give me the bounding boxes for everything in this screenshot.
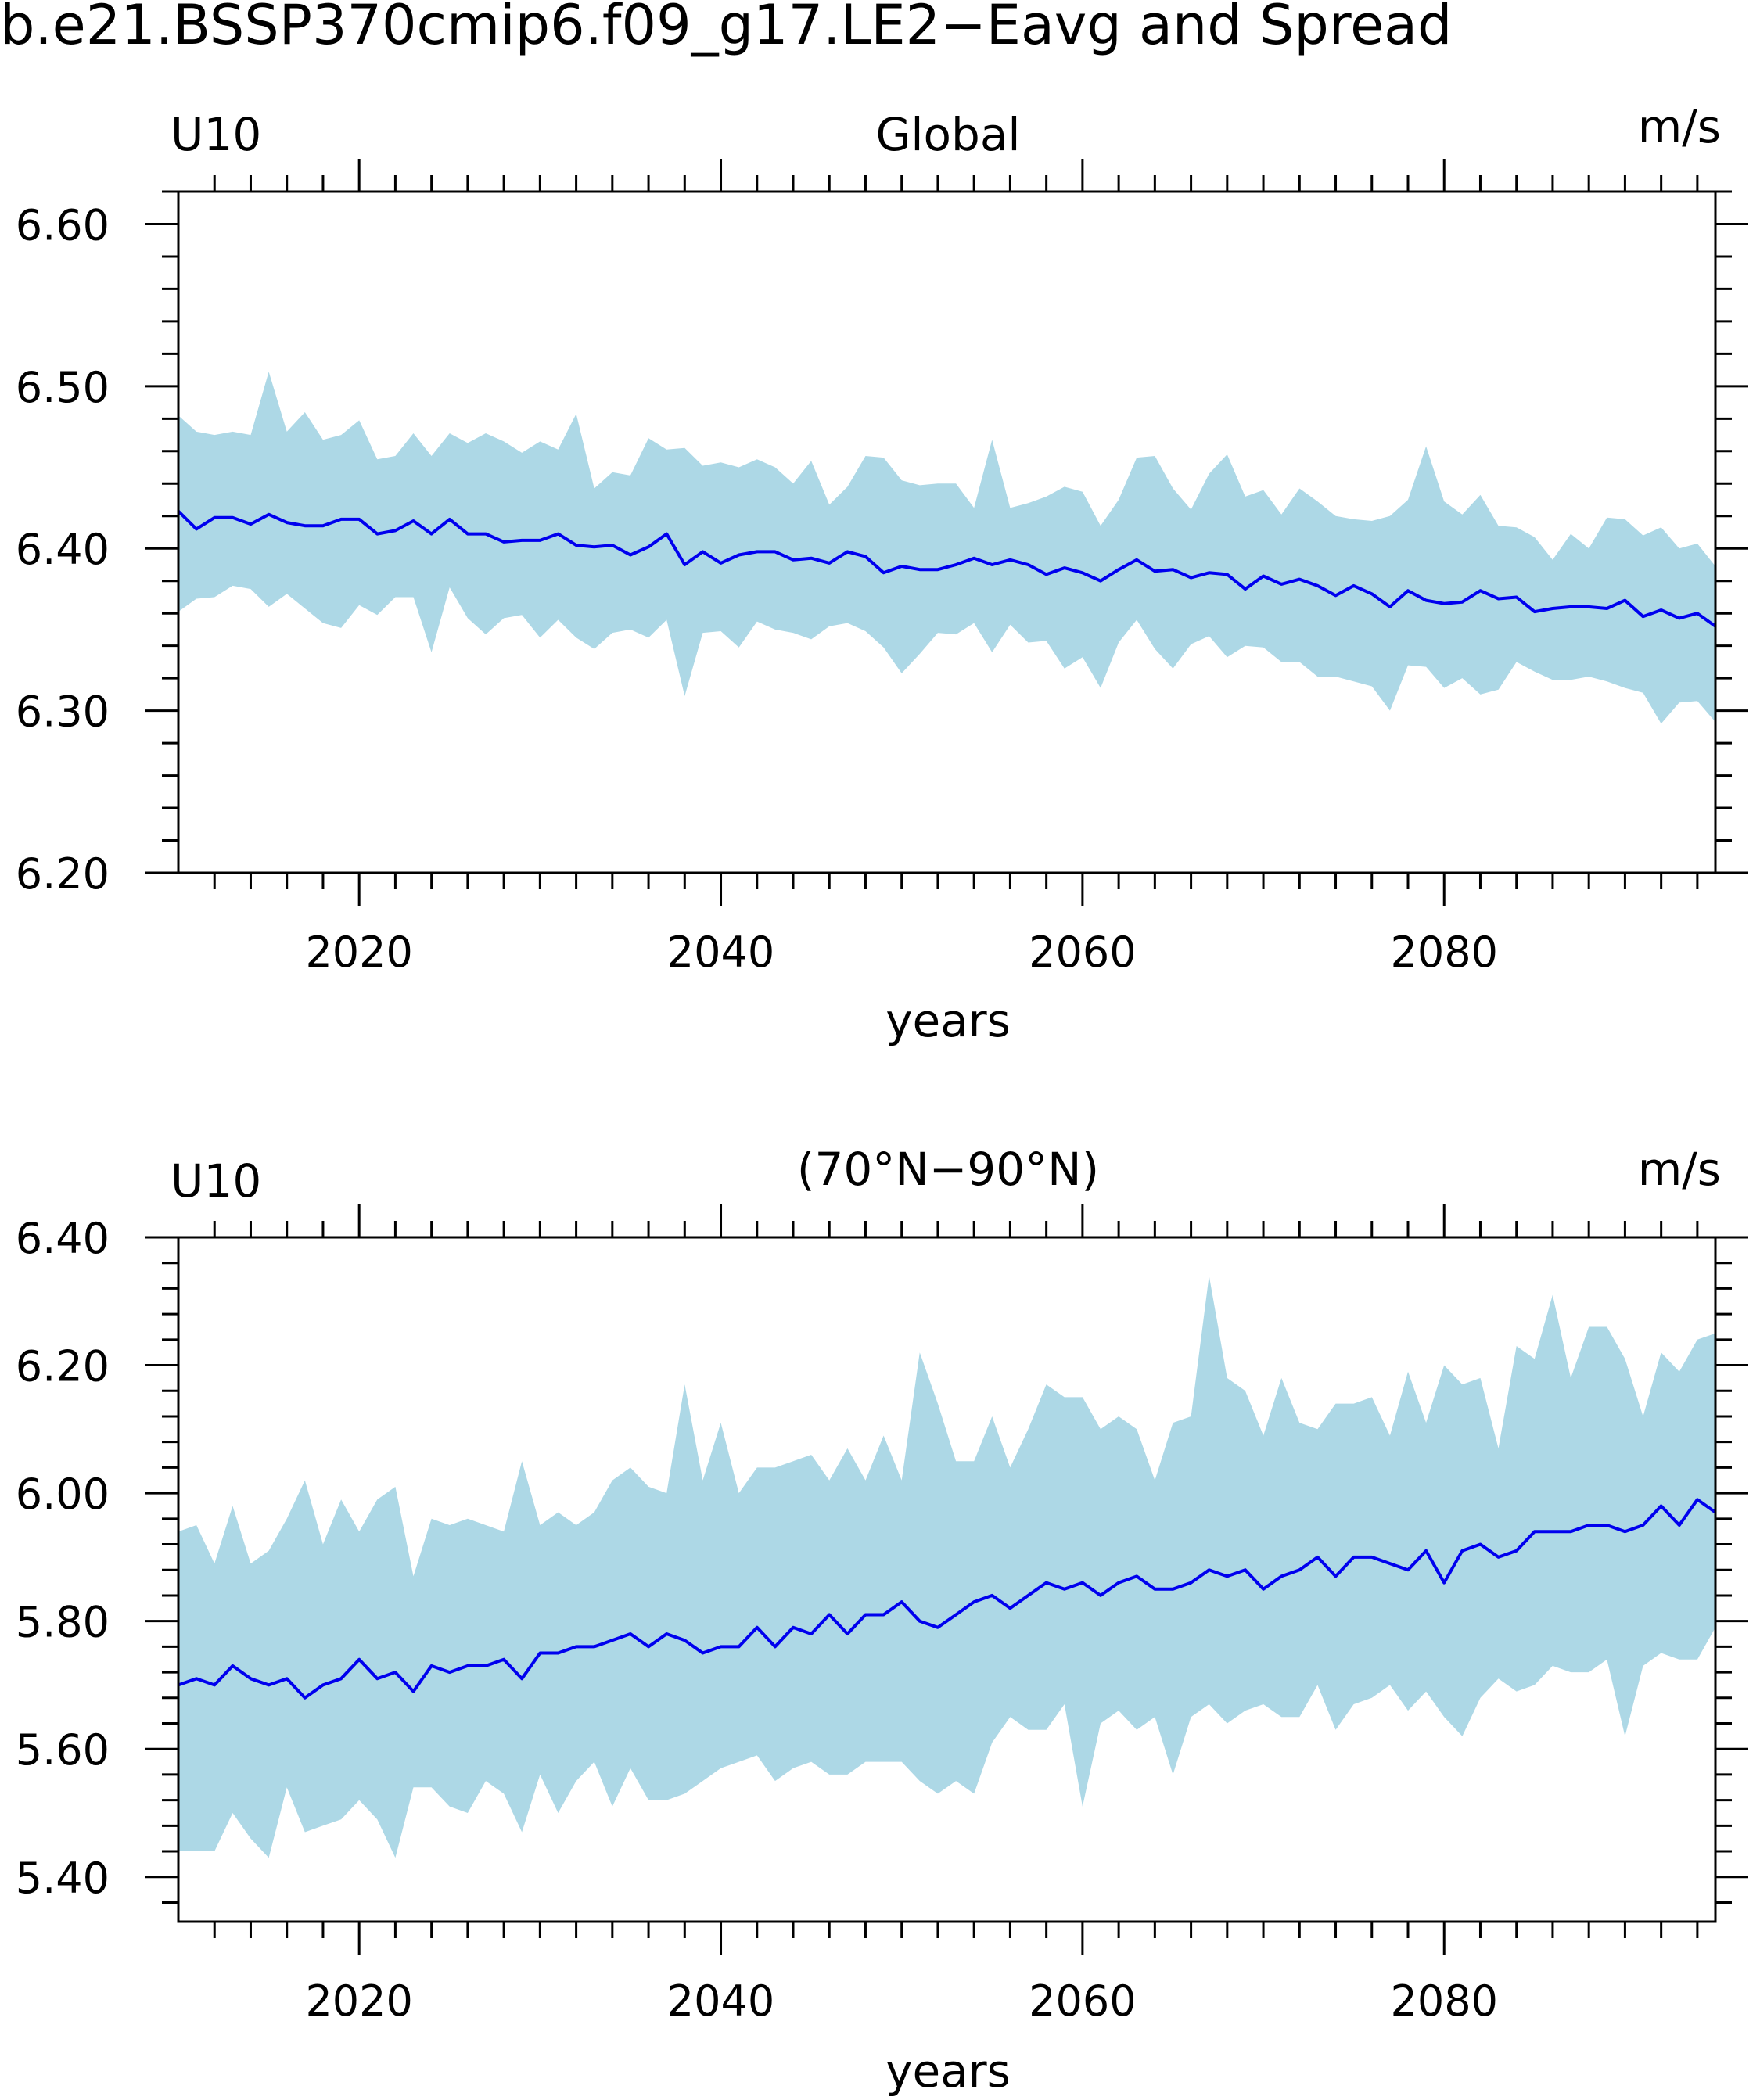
variable-label: U10 bbox=[171, 1154, 261, 1208]
y-tick-label: 6.60 bbox=[16, 200, 110, 249]
y-tick-label: 5.80 bbox=[16, 1598, 110, 1647]
y-tick-label: 6.50 bbox=[16, 363, 110, 412]
spread-band bbox=[178, 372, 1715, 724]
panel-arctic: U10 (70°N−90°N) m/s years 2020 2040 2060 20… bbox=[16, 1143, 1748, 2098]
panel-global: U10 Global m/s years 2020 2040 2060 2080 6.2… bbox=[16, 100, 1748, 1047]
x-tick-label: 2060 bbox=[1029, 1976, 1136, 2026]
x-tick-label: 2020 bbox=[305, 1976, 412, 2026]
region-label: (70°N−90°N) bbox=[797, 1143, 1099, 1196]
x-tick-label: 2080 bbox=[1391, 928, 1498, 977]
plot-frame bbox=[177, 190, 1717, 874]
figure-title: b.e21.BSSP370cmip6.f09_g17.LE2−Eavg and … bbox=[0, 0, 1452, 57]
y-tick-label: 6.20 bbox=[16, 1342, 110, 1391]
x-tick-label: 2040 bbox=[667, 928, 774, 977]
x-tick-label: 2020 bbox=[305, 928, 412, 977]
y-tick-label: 6.40 bbox=[16, 1214, 110, 1263]
x-tick-label: 2080 bbox=[1391, 1976, 1498, 2026]
units-label: m/s bbox=[1638, 100, 1721, 153]
region-label: Global bbox=[875, 108, 1020, 161]
y-tick-label: 6.00 bbox=[16, 1470, 110, 1519]
units-label: m/s bbox=[1638, 1143, 1721, 1196]
spread-band bbox=[178, 1276, 1715, 1858]
x-axis-label: years bbox=[885, 2044, 1011, 2098]
y-tick-label: 6.40 bbox=[16, 525, 110, 574]
y-tick-label: 6.20 bbox=[16, 849, 110, 899]
y-tick-label: 5.60 bbox=[16, 1725, 110, 1775]
plot-area: 2020 2040 2060 2080 6.20 6.30 6.40 6.50 6.60 bbox=[16, 159, 1748, 977]
x-tick-label: 2040 bbox=[667, 1976, 774, 2026]
ensemble-mean-line bbox=[177, 510, 1717, 628]
plot-frame bbox=[177, 1236, 1717, 1923]
x-tick-label: 2060 bbox=[1029, 928, 1136, 977]
y-tick-label: 6.30 bbox=[16, 687, 110, 737]
x-axis-label: years bbox=[885, 994, 1011, 1047]
ensemble-mean-line bbox=[178, 1498, 1717, 1700]
plot-area: 2020 2040 2060 2080 5.40 5.60 5.80 6.00 6.20 6.40 bbox=[16, 1204, 1748, 2026]
variable-label: U10 bbox=[171, 108, 261, 161]
y-tick-label: 5.40 bbox=[16, 1854, 110, 1903]
